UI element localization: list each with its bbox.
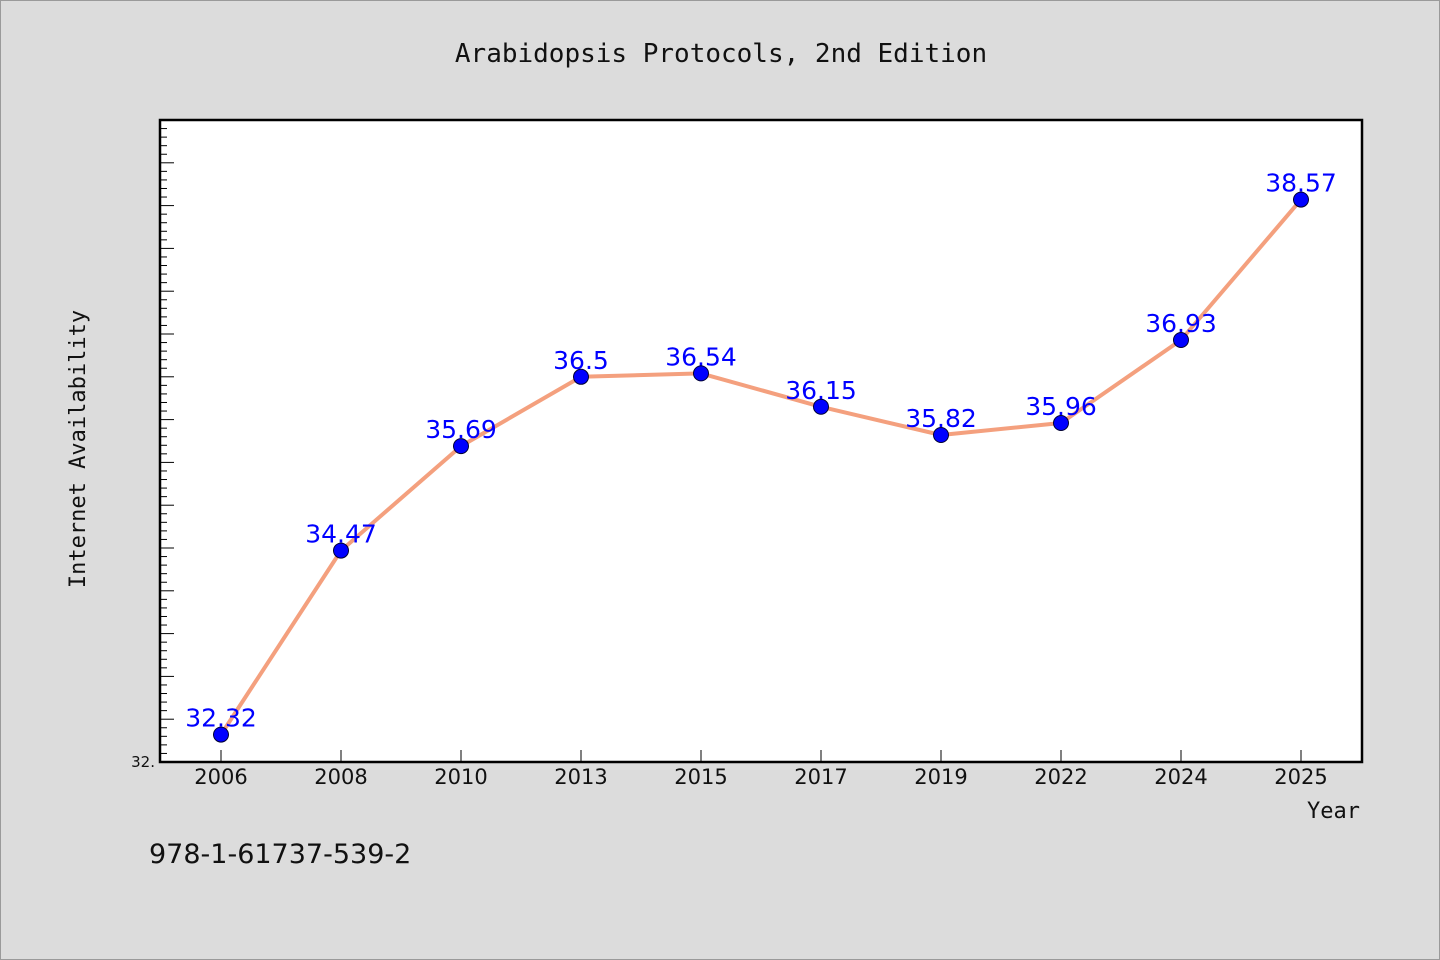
footer-isbn: 978-1-61737-539-2	[149, 839, 411, 870]
y-tick-label: 32.	[131, 753, 155, 771]
x-tick-label: 2006	[194, 765, 247, 789]
data-point	[693, 365, 709, 382]
data-point	[813, 398, 829, 415]
x-tick-label: 2010	[434, 765, 487, 789]
x-tick-label: 2022	[1034, 765, 1087, 789]
plot-area	[158, 118, 1364, 764]
x-axis-ticks: 2006 2008 2010 2013 2015 2017 2019 2022 2024 2025	[194, 750, 1328, 789]
data-point	[453, 438, 469, 455]
x-tick-label: 2019	[914, 765, 967, 789]
data-point	[1173, 331, 1189, 348]
y-axis-title: Internet Availability	[66, 310, 91, 588]
x-tick-label: 2024	[1154, 765, 1207, 789]
chart-title: Arabidopsis Protocols, 2nd Edition	[455, 39, 987, 69]
x-tick-label: 2017	[794, 765, 847, 789]
data-point	[1293, 191, 1309, 208]
data-point	[333, 542, 349, 559]
data-point	[213, 726, 229, 743]
x-axis-title: Year	[1307, 799, 1360, 824]
data-point	[1053, 415, 1069, 432]
x-tick-label: 2025	[1274, 765, 1327, 789]
x-tick-label: 2015	[674, 765, 727, 789]
y-axis-ticks	[160, 119, 174, 763]
x-tick-label: 2008	[314, 765, 367, 789]
data-point	[573, 368, 589, 385]
x-tick-label: 2013	[554, 765, 607, 789]
series-line	[219, 197, 1303, 737]
data-point	[933, 427, 949, 444]
